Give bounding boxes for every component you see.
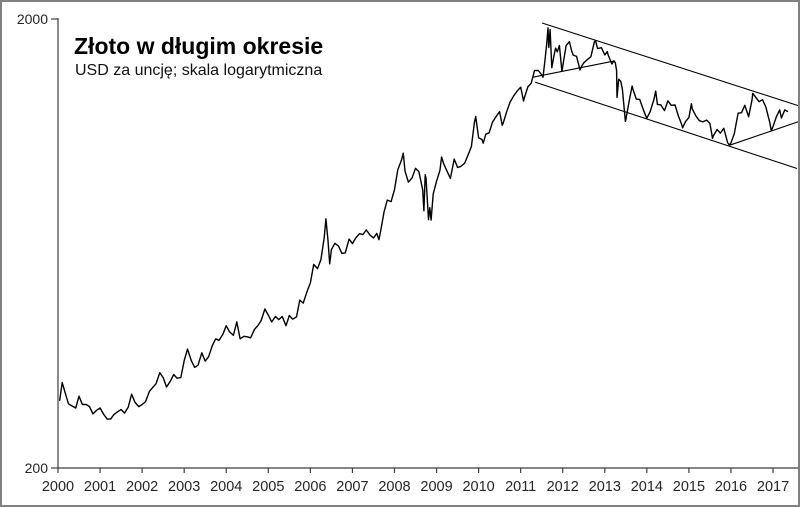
- x-axis-label-2001: 2001: [84, 479, 116, 495]
- x-axis-label-2016: 2016: [715, 479, 747, 495]
- x-axis-label-2007: 2007: [336, 479, 368, 495]
- x-axis-label-2002: 2002: [126, 479, 158, 495]
- x-axis-label-2012: 2012: [547, 479, 579, 495]
- y-axis-label-2000: 2000: [17, 11, 48, 27]
- x-axis-label-2005: 2005: [252, 479, 284, 495]
- x-axis-label-2000: 2000: [42, 479, 74, 495]
- x-axis-label-2003: 2003: [168, 479, 200, 495]
- upper-channel-line: [541, 22, 798, 107]
- x-axis-label-2009: 2009: [420, 479, 452, 495]
- lower-channel-line: [534, 81, 798, 170]
- x-axis-label-2006: 2006: [294, 479, 326, 495]
- x-axis-label-2008: 2008: [378, 479, 410, 495]
- support-line-2015-2017: [729, 121, 798, 146]
- x-axis-label-2017: 2017: [757, 479, 789, 495]
- axes-lines: [57, 18, 798, 469]
- gold-price-usd-per-ounce-series-line: [59, 27, 788, 420]
- chart-subtitle: USD za uncję; skala logarytmiczna: [75, 62, 323, 79]
- x-axis-label-2011: 2011: [505, 479, 536, 495]
- x-axis-label-2015: 2015: [673, 479, 705, 495]
- y-axis-label-200: 200: [25, 460, 49, 476]
- x-axis-label-2004: 2004: [210, 479, 242, 495]
- chart-title: Złoto w długim okresie: [74, 33, 324, 59]
- x-axis-label-2014: 2014: [631, 479, 663, 495]
- x-axis-label-2010: 2010: [462, 479, 494, 495]
- support-line-2011-2013: [532, 60, 614, 78]
- x-axis-label-2013: 2013: [589, 479, 621, 495]
